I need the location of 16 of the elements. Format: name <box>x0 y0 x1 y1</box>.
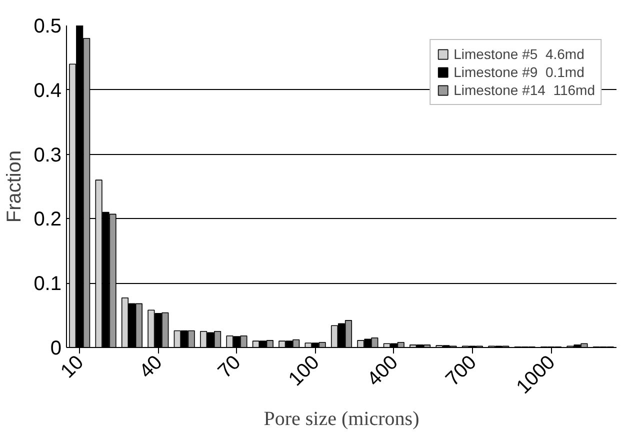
y-tick-label: 0.2 <box>34 208 62 231</box>
y-axis-title: Fraction <box>4 150 26 223</box>
y-tick-label: 0.5 <box>34 16 62 38</box>
legend-label: Limestone #9 0.1md <box>454 64 584 80</box>
legend-label: Limestone #5 4.6md <box>454 46 584 62</box>
x-tick-label: 40 <box>135 351 167 383</box>
legend-label: Limestone #14 116md <box>454 82 595 98</box>
y-tick-label: 0 <box>50 338 62 360</box>
y-tick-label: 0.4 <box>34 80 62 102</box>
y-tick-label: 0.1 <box>34 273 62 296</box>
y-tick-label: 0.3 <box>34 144 62 166</box>
x-tick-label: 400 <box>363 351 402 391</box>
x-axis-title: Pore size (microns) <box>264 408 420 430</box>
x-tick-label: 100 <box>284 351 324 391</box>
x-tick-label: 70 <box>214 351 246 383</box>
x-tick-label: 700 <box>442 351 481 391</box>
